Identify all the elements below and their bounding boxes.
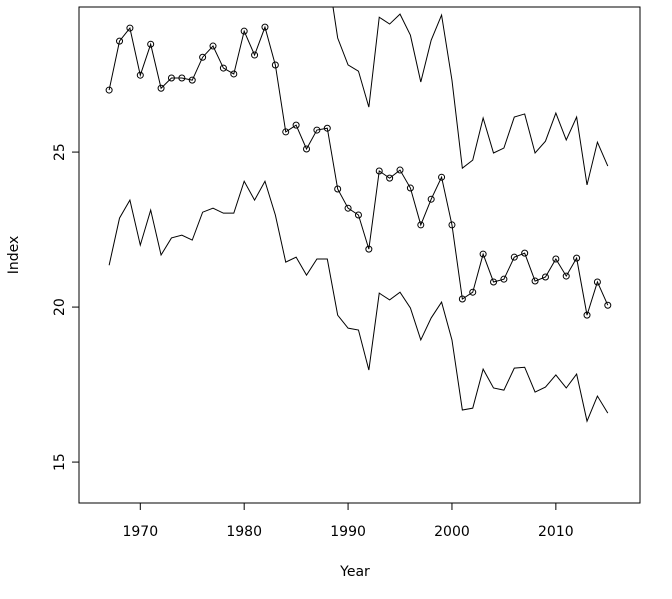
- point: [406, 184, 414, 192]
- point: [271, 61, 279, 69]
- point: [448, 221, 456, 229]
- point: [541, 273, 549, 281]
- point: [167, 74, 175, 82]
- point: [230, 70, 238, 78]
- point: [562, 272, 570, 280]
- point: [251, 51, 259, 59]
- series-line: [108, 179, 609, 423]
- point: [282, 128, 290, 136]
- point: [417, 221, 425, 229]
- x-tick-label: 1970: [122, 524, 158, 540]
- point: [458, 295, 466, 303]
- x-tick-label: 2010: [538, 524, 574, 540]
- point: [105, 86, 113, 94]
- point: [375, 167, 383, 175]
- y-axis-label: Index: [6, 236, 22, 275]
- y-tick-label: 25: [52, 143, 68, 161]
- point: [126, 24, 134, 32]
- point: [116, 37, 124, 45]
- y-tick-label: 20: [52, 298, 68, 316]
- point: [313, 126, 321, 134]
- plot-box: [78, 6, 641, 504]
- point: [209, 42, 217, 50]
- point: [469, 288, 477, 296]
- point: [292, 121, 300, 129]
- point: [178, 74, 186, 82]
- y-tick-label: 15: [52, 453, 68, 471]
- point: [427, 195, 435, 203]
- point: [199, 53, 207, 61]
- point: [521, 249, 529, 257]
- point: [396, 166, 404, 174]
- point: [303, 145, 311, 153]
- point: [344, 204, 352, 212]
- point: [219, 64, 227, 72]
- x-axis-label: Year: [339, 564, 370, 580]
- point: [188, 76, 196, 84]
- point: [479, 250, 487, 258]
- point: [500, 275, 508, 283]
- point: [552, 255, 560, 263]
- x-tick-label: 1980: [226, 524, 262, 540]
- x-tick-label: 2000: [434, 524, 470, 540]
- point: [438, 173, 446, 181]
- point: [386, 174, 394, 182]
- point: [157, 84, 165, 92]
- point: [323, 124, 331, 132]
- point: [604, 301, 612, 309]
- x-tick-label: 1990: [330, 524, 366, 540]
- point: [510, 253, 518, 261]
- point: [531, 277, 539, 285]
- point: [354, 211, 362, 219]
- series-line: [108, 25, 609, 316]
- point: [490, 278, 498, 286]
- point: [573, 254, 581, 262]
- plot-area: [105, 7, 612, 423]
- point: [365, 245, 373, 253]
- point: [240, 27, 248, 35]
- point: [136, 71, 144, 79]
- point: [261, 23, 269, 31]
- point: [147, 40, 155, 48]
- series-line: [332, 7, 609, 186]
- point: [593, 278, 601, 286]
- point: [334, 185, 342, 193]
- point: [583, 311, 591, 319]
